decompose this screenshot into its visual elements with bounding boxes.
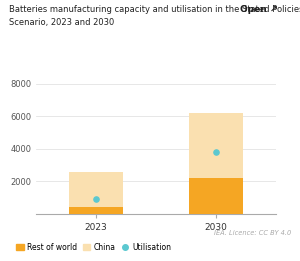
Text: IEA. Licence: CC BY 4.0: IEA. Licence: CC BY 4.0: [214, 230, 291, 236]
Legend: Rest of world, China, Utilisation: Rest of world, China, Utilisation: [13, 239, 174, 254]
Bar: [69, 207, 123, 214]
Utilisation: [94, 197, 98, 201]
Text: Open ↗: Open ↗: [240, 5, 278, 14]
Bar: [189, 178, 243, 214]
Bar: [69, 172, 123, 207]
Text: Batteries manufacturing capacity and utilisation in the Stated Policies
Scenario: Batteries manufacturing capacity and uti…: [9, 5, 300, 27]
Utilisation: [214, 150, 218, 154]
Bar: [189, 113, 243, 178]
